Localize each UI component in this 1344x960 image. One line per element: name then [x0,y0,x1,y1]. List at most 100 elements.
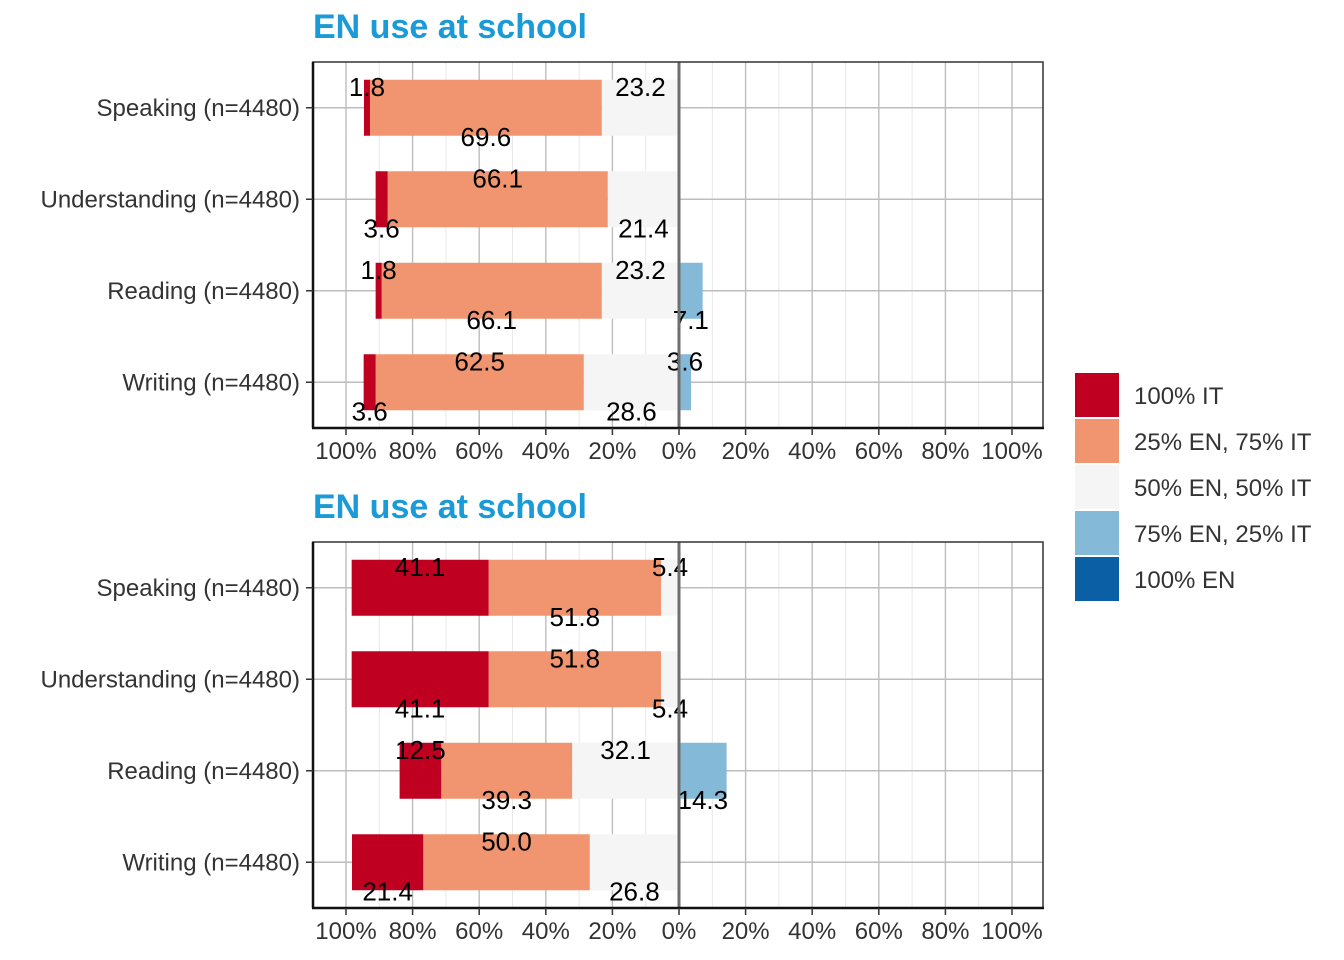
x-tick-label: 80% [921,918,969,945]
data-label-100-it-speaking: 41.1 [395,552,446,582]
x-tick-label: 80% [389,438,437,465]
chart-title: EN use at school [313,8,587,46]
x-tick-label: 100% [315,918,376,945]
y-tick-labels: Speaking (n=4480) Understanding (n=4480) R… [40,575,313,876]
data-label-100-it-reading: 1.8 [361,255,397,285]
legend-label-50-en-50-it: 50% EN, 50% IT [1134,475,1312,502]
x-tick-label: 80% [921,438,969,465]
legend-label-100-it: 100% IT [1134,383,1224,410]
legend-swatch-50-en-50-it [1075,465,1119,509]
y-tick-label-writing: Writing (n=4480) [122,369,300,396]
data-label-25-en-75-it-writing: 62.5 [454,346,505,376]
chart-panels: EN use at school 1.8 69.6 23.2 3.6 66.1 21.4 1.… [40,8,1044,945]
x-tick-label: 100% [315,438,376,465]
data-label-75-en-25-it-writing: 3.6 [667,346,703,376]
data-label-75-en-25-it-reading: 14.3 [678,785,729,815]
x-tick-label: 20% [588,438,636,465]
data-label-50-en-50-it-understanding: 5.4 [652,693,688,723]
data-label-100-it-writing: 21.4 [362,876,413,906]
legend-label-25-en-75-it: 25% EN, 75% IT [1134,429,1312,456]
x-tick-label: 60% [455,438,503,465]
bar-100-it-speaking [363,79,370,136]
data-label-100-it-speaking: 1.8 [349,72,385,102]
bar-50-en-50-it-reading [572,742,679,799]
x-tick-label: 80% [389,918,437,945]
chart-panel-1: EN use at school 1.8 69.6 23.2 3.6 66.1 21.4 1.… [40,8,1044,465]
bar-25-en-75-it-reading [381,262,602,319]
data-label-25-en-75-it-speaking: 69.6 [461,122,512,152]
legend-swatch-75-en-25-it [1075,511,1119,555]
y-tick-labels: Speaking (n=4480) Understanding (n=4480) R… [40,95,313,396]
bar-75-en-25-it-writing [679,354,691,411]
data-label-50-en-50-it-writing: 28.6 [606,396,657,426]
x-tick-label: 0% [662,438,697,465]
data-label-100-it-writing: 3.6 [352,396,388,426]
data-labels: 41.1 51.8 5.4 41.1 51.8 5.4 12.5 39.3 32.1 14.3 21… [362,552,728,907]
y-tick-label-speaking: Speaking (n=4480) [97,575,300,602]
bar-100-it-writing [363,354,376,411]
y-tick-label-understanding: Understanding (n=4480) [40,186,300,213]
x-tick-label: 20% [722,918,770,945]
data-label-50-en-50-it-reading: 32.1 [600,735,651,765]
data-label-50-en-50-it-understanding: 21.4 [618,213,669,243]
data-label-25-en-75-it-writing: 50.0 [481,826,532,856]
data-label-50-en-50-it-reading: 23.2 [615,255,666,285]
data-label-50-en-50-it-speaking: 5.4 [652,552,688,582]
y-tick-label-understanding: Understanding (n=4480) [40,666,300,693]
data-label-100-it-understanding: 3.6 [364,213,400,243]
bar-75-en-25-it-reading [679,262,703,319]
x-tick-label: 40% [522,438,570,465]
bar-100-it-writing [351,834,424,891]
legend-label-100-en: 100% EN [1134,567,1235,594]
x-tick-label: 60% [855,438,903,465]
bar-100-it-reading [399,742,442,799]
x-tick-label: 60% [455,918,503,945]
legend-swatch-100-it [1075,373,1119,417]
chart-title: EN use at school [313,488,587,526]
x-tick-label: 20% [588,918,636,945]
legend-label-75-en-25-it: 75% EN, 25% IT [1134,521,1312,548]
data-label-50-en-50-it-speaking: 23.2 [615,72,666,102]
bar-25-en-75-it-understanding [387,171,608,228]
data-label-100-it-understanding: 41.1 [395,693,446,723]
bar-100-it-reading [375,262,382,319]
data-label-50-en-50-it-writing: 26.8 [609,876,660,906]
bar-50-en-50-it-writing [589,834,679,891]
x-tick-label: 100% [981,918,1042,945]
x-tick-label: 0% [662,918,697,945]
x-tick-label: 40% [788,918,836,945]
x-tick-labels: 100% 80% 60% 40% 20% 0% 20% 40% 60% 80% 100% [315,908,1043,945]
legend-swatch-100-en [1075,557,1119,601]
bar-100-it-speaking [351,559,489,616]
bar-25-en-75-it-writing [375,354,584,411]
bar-50-en-50-it-understanding [607,171,679,228]
bars [363,79,703,411]
bar-25-en-75-it-understanding [488,651,662,708]
bar-25-en-75-it-speaking [488,559,662,616]
data-label-25-en-75-it-speaking: 51.8 [549,602,600,632]
bar-50-en-50-it-speaking [661,559,679,616]
y-tick-label-reading: Reading (n=4480) [107,758,300,785]
data-labels: 1.869.623.23.666.121.41.866.123.27.13.66… [349,72,709,427]
chart-panel-2: EN use at school 41.1 51.8 5.4 41.1 51.8 5.4 12… [40,488,1044,945]
bars [351,559,727,891]
data-label-25-en-75-it-understanding: 51.8 [549,643,600,673]
data-label-25-en-75-it-understanding: 66.1 [472,163,523,193]
legend-swatch-25-en-75-it [1075,419,1119,463]
x-tick-label: 100% [981,438,1042,465]
bar-25-en-75-it-speaking [369,79,602,136]
y-tick-label-reading: Reading (n=4480) [107,278,300,305]
bar-50-en-50-it-writing [583,354,679,411]
bar-75-en-25-it-reading [679,742,727,799]
bar-100-it-understanding [375,171,388,228]
y-tick-label-speaking: Speaking (n=4480) [97,95,300,122]
data-label-25-en-75-it-reading: 66.1 [466,305,517,335]
data-label-25-en-75-it-reading: 39.3 [481,785,532,815]
x-tick-label: 60% [855,918,903,945]
bar-100-it-understanding [351,651,489,708]
x-tick-label: 40% [522,918,570,945]
y-tick-label-writing: Writing (n=4480) [122,849,300,876]
x-tick-label: 40% [788,438,836,465]
legend: 100% IT 25% EN, 75% IT 50% EN, 50% IT 75% E… [1075,373,1312,601]
